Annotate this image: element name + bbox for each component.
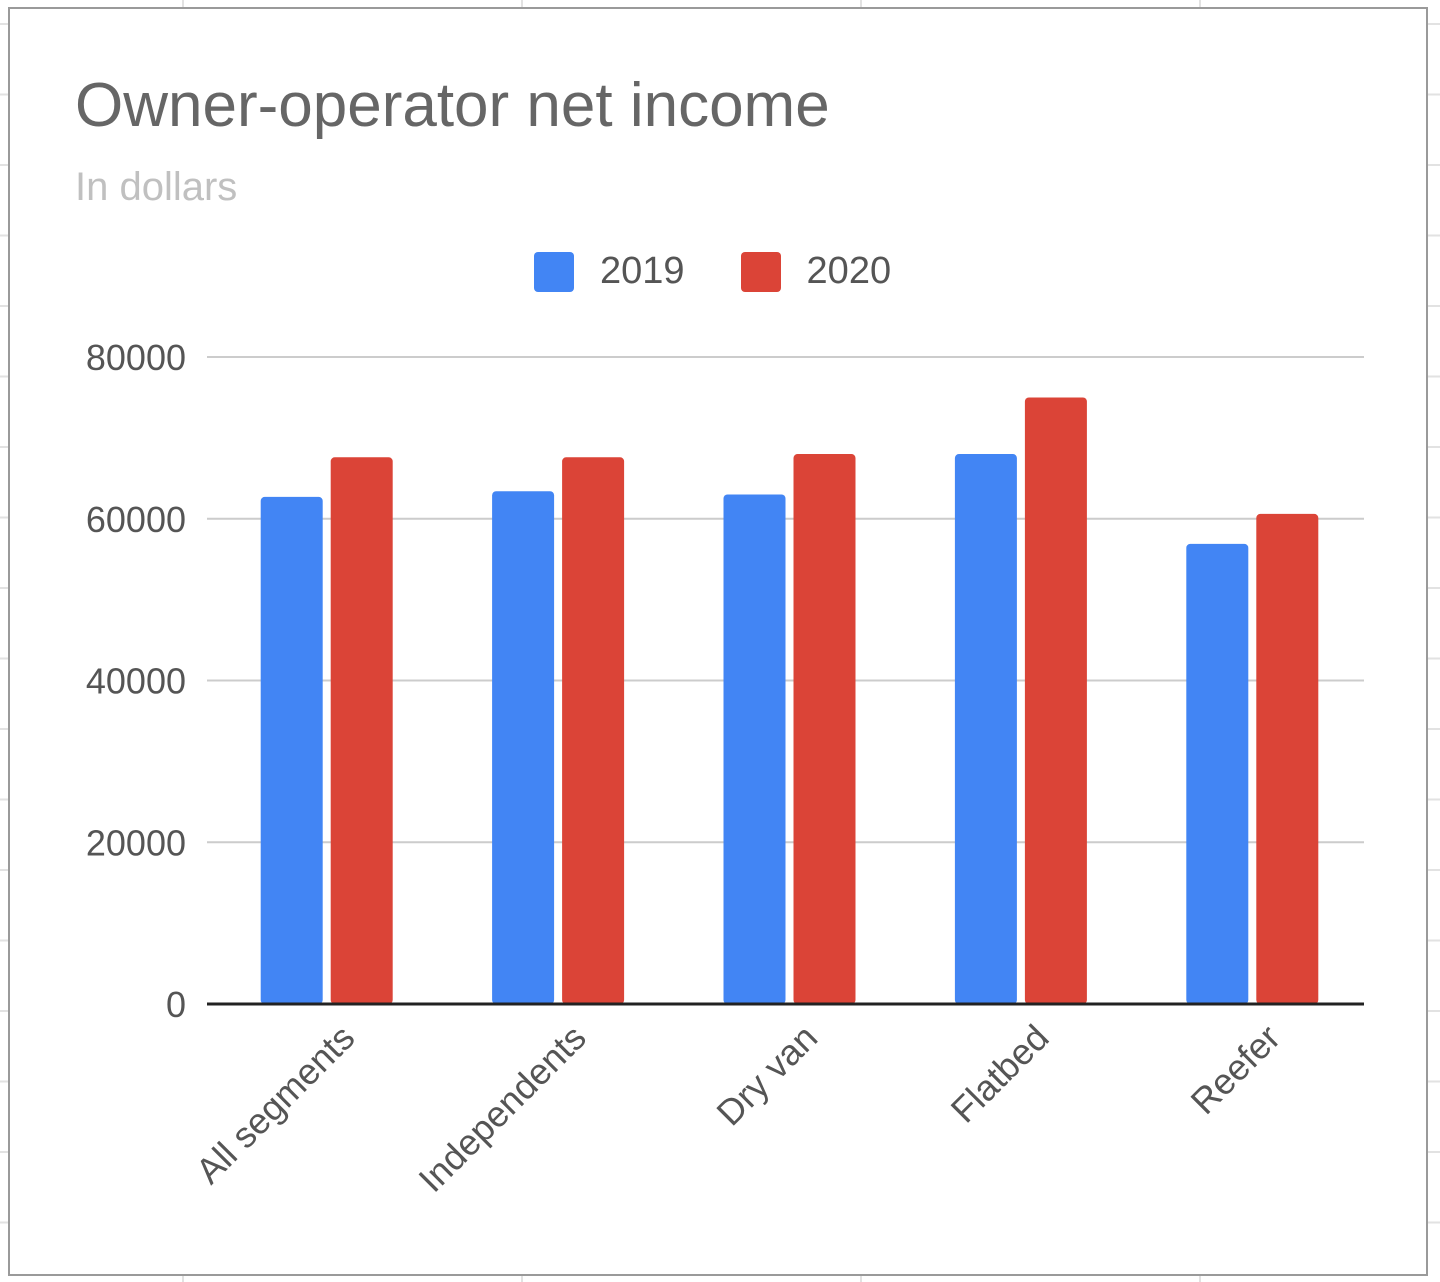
bar-2019[interactable] — [1186, 543, 1249, 1004]
legend-label: 2019 — [600, 250, 685, 292]
legend-item-2020[interactable]: 2020 — [740, 250, 892, 293]
legend-item-2019[interactable]: 2019 — [534, 250, 685, 293]
legend: 2019 2020 — [534, 250, 947, 293]
bar-2020[interactable] — [793, 454, 856, 1004]
y-tick-label: 80000 — [86, 337, 186, 378]
y-tick-label: 0 — [166, 984, 186, 1025]
legend-swatch-icon — [534, 251, 574, 292]
x-tick-label: All segments — [188, 1017, 363, 1192]
x-tick-label: Flatbed — [943, 1017, 1057, 1131]
bar-2019[interactable] — [260, 496, 323, 1004]
bar-2020[interactable] — [562, 457, 625, 1004]
x-tick-label: Reefer — [1183, 1017, 1288, 1122]
y-tick-label: 20000 — [86, 822, 186, 863]
bar-2020[interactable] — [1024, 397, 1087, 1004]
bar-2020[interactable] — [330, 457, 393, 1004]
chart-title: Owner-operator net income — [75, 71, 830, 140]
chart-subtitle: In dollars — [75, 165, 238, 209]
y-tick-label: 60000 — [86, 499, 186, 540]
bar-2019[interactable] — [954, 454, 1017, 1004]
legend-label: 2020 — [806, 250, 892, 292]
y-tick-label: 40000 — [86, 661, 186, 702]
legend-swatch-icon — [740, 251, 781, 292]
bar-2019[interactable] — [723, 494, 786, 1004]
bar-2020[interactable] — [1256, 513, 1319, 1004]
bar-2019[interactable] — [492, 491, 555, 1004]
x-tick-label: Independents — [410, 1017, 593, 1200]
x-tick-label: Dry van — [708, 1017, 825, 1134]
